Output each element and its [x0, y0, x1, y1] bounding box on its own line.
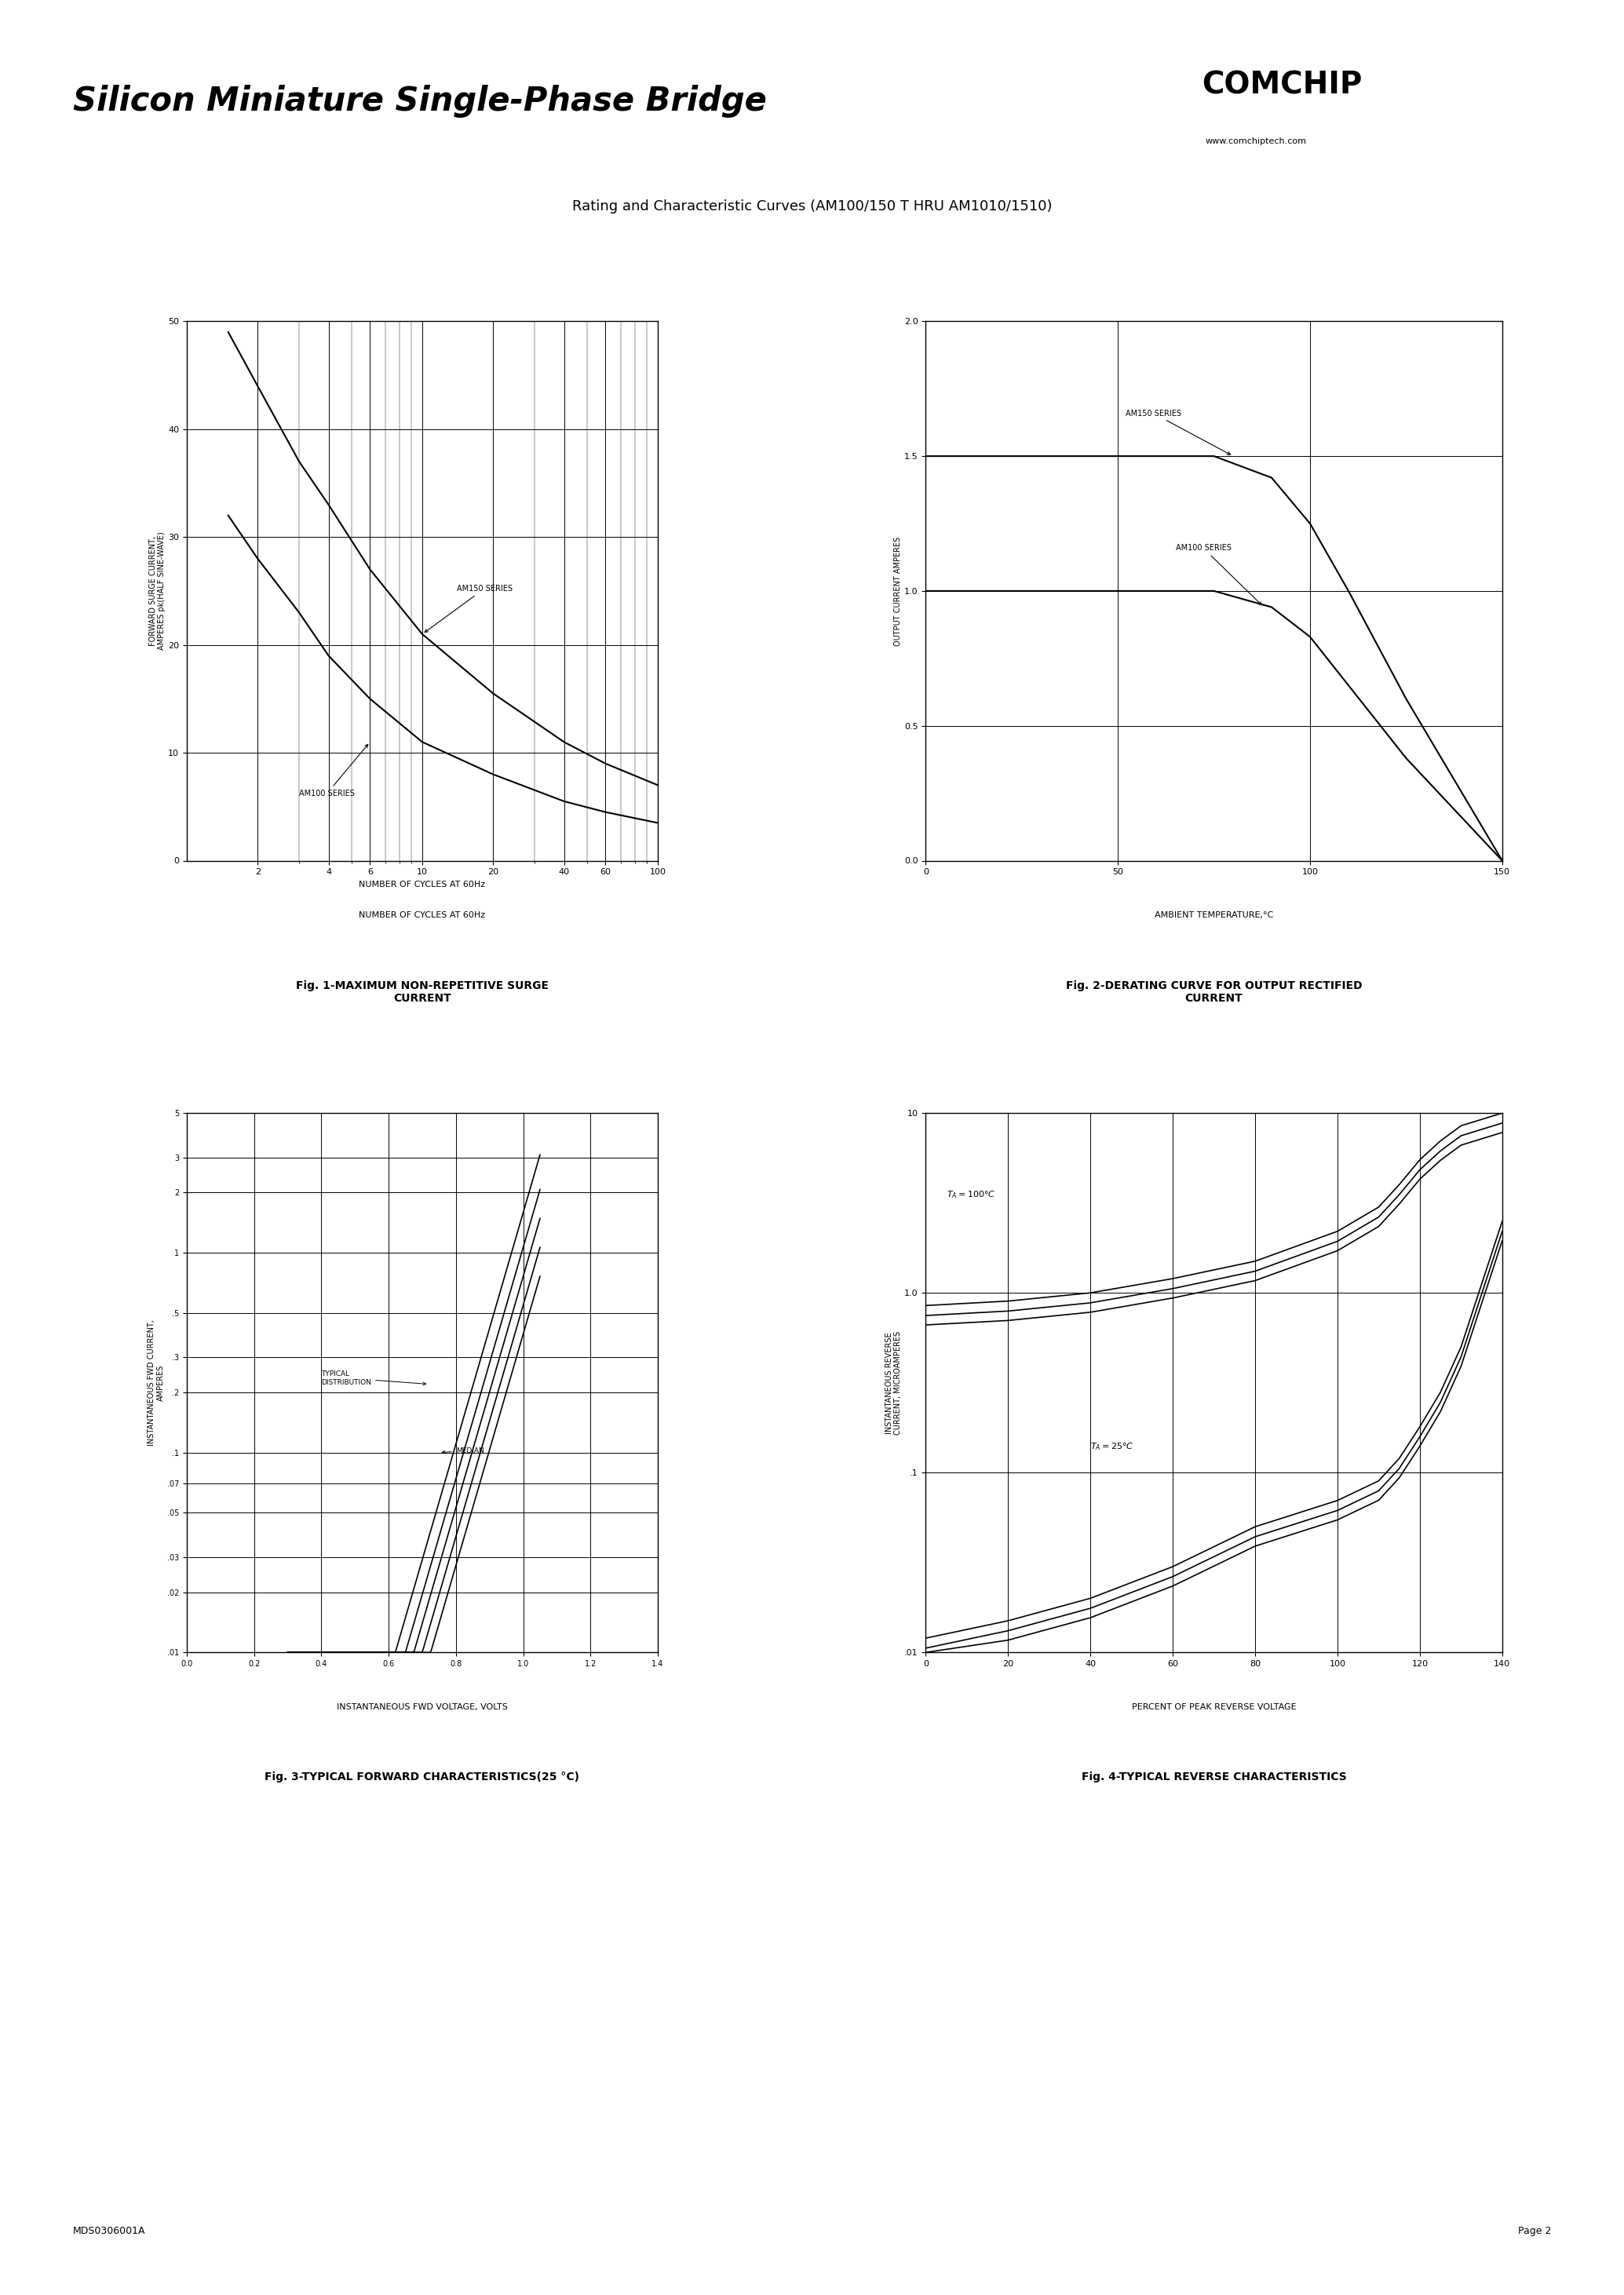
Text: $T_A = 100°C$: $T_A = 100°C$	[947, 1189, 996, 1200]
Text: NUMBER OF CYCLES AT 60Hz: NUMBER OF CYCLES AT 60Hz	[359, 911, 486, 918]
Y-axis label: INSTANTANEOUS REVERSE
CURRENT, MICROAMPERES: INSTANTANEOUS REVERSE CURRENT, MICROAMPE…	[885, 1331, 901, 1434]
Text: MEDIAN: MEDIAN	[442, 1448, 484, 1455]
Text: AM100 SERIES: AM100 SERIES	[299, 744, 369, 796]
Text: E
E: E E	[1549, 76, 1561, 103]
Text: Page 2: Page 2	[1518, 2226, 1551, 2235]
Text: Rating and Characteristic Curves (AM100/150 T HRU AM1010/1510): Rating and Characteristic Curves (AM100/…	[572, 200, 1052, 213]
Y-axis label: INSTANTANEOUS FWD CURRENT,
AMPERES: INSTANTANEOUS FWD CURRENT, AMPERES	[148, 1320, 166, 1446]
Text: MDS0306001A: MDS0306001A	[73, 2226, 146, 2235]
Text: PERCENT OF PEAK REVERSE VOLTAGE: PERCENT OF PEAK REVERSE VOLTAGE	[1132, 1703, 1296, 1710]
Text: Silicon Miniature Single-Phase Bridge: Silicon Miniature Single-Phase Bridge	[73, 85, 767, 117]
X-axis label: NUMBER OF CYCLES AT 60Hz: NUMBER OF CYCLES AT 60Hz	[359, 881, 486, 888]
Y-axis label: OUTPUT CURRENT AMPERES: OUTPUT CURRENT AMPERES	[895, 537, 901, 645]
Text: Fig. 4-TYPICAL REVERSE CHARACTERISTICS: Fig. 4-TYPICAL REVERSE CHARACTERISTICS	[1082, 1772, 1346, 1783]
Text: Fig. 3-TYPICAL FORWARD CHARACTERISTICS(25 °C): Fig. 3-TYPICAL FORWARD CHARACTERISTICS(2…	[265, 1772, 580, 1783]
Text: www.comchiptech.com: www.comchiptech.com	[1205, 138, 1306, 145]
Text: AMBIENT TEMPERATURE,°C: AMBIENT TEMPERATURE,°C	[1155, 911, 1273, 918]
Text: TYPICAL
DISTRIBUTION: TYPICAL DISTRIBUTION	[322, 1370, 425, 1386]
Y-axis label: FORWARD SURGE CURRENT,
AMPERES pk(HALF SINE-WAVE): FORWARD SURGE CURRENT, AMPERES pk(HALF S…	[149, 532, 166, 649]
Text: Fig. 1-MAXIMUM NON-REPETITIVE SURGE
CURRENT: Fig. 1-MAXIMUM NON-REPETITIVE SURGE CURR…	[296, 980, 549, 1003]
Text: AM150 SERIES: AM150 SERIES	[1125, 409, 1231, 454]
Text: COMCHIP: COMCHIP	[1202, 71, 1363, 99]
Text: AM150 SERIES: AM150 SERIES	[425, 585, 513, 631]
Text: INSTANTANEOUS FWD VOLTAGE, VOLTS: INSTANTANEOUS FWD VOLTAGE, VOLTS	[336, 1703, 508, 1710]
Text: AM100 SERIES: AM100 SERIES	[1176, 544, 1262, 606]
Text: $T_A = 25°C$: $T_A = 25°C$	[1090, 1441, 1134, 1453]
Text: E
E: E E	[1512, 76, 1523, 103]
Text: Fig. 2-DERATING CURVE FOR OUTPUT RECTIFIED
CURRENT: Fig. 2-DERATING CURVE FOR OUTPUT RECTIFI…	[1065, 980, 1363, 1003]
